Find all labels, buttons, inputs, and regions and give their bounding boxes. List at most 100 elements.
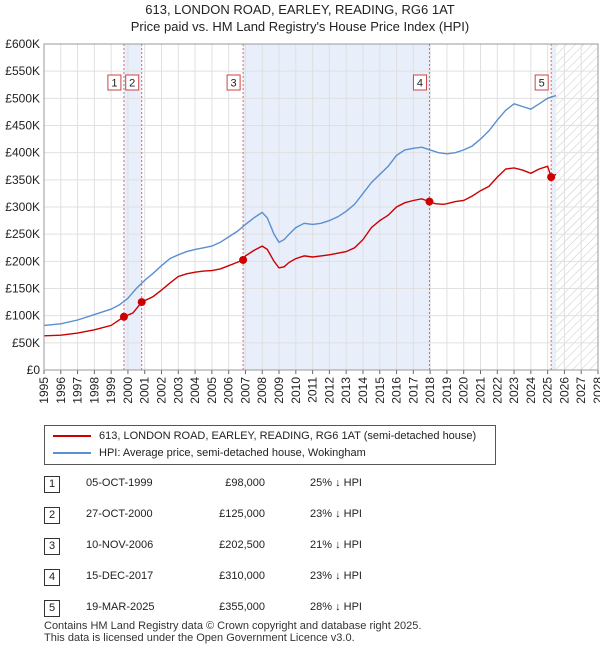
y-tick-label: £50K xyxy=(12,336,40,350)
sale-marker-label: 2 xyxy=(129,78,135,90)
sale-date: 10-NOV-2006 xyxy=(86,539,154,551)
x-tick-label: 2019 xyxy=(440,377,454,404)
x-tick-label: 2017 xyxy=(406,377,420,404)
legend-label-property: 613, LONDON ROAD, EARLEY, READING, RG6 1… xyxy=(99,430,477,442)
sale-hpi-diff: 23% ↓ HPI xyxy=(310,508,362,520)
sale-marker-box xyxy=(534,74,549,91)
sale-marker-box xyxy=(107,74,122,91)
x-tick-label: 2022 xyxy=(490,377,504,404)
sale-hpi-diff: 23% ↓ HPI xyxy=(310,570,362,582)
sale-row: 5 19-MAR-2025 £355,000 28% ↓ HPI xyxy=(0,594,600,622)
x-tick-label: 2005 xyxy=(205,377,219,404)
x-tick-label: 2006 xyxy=(222,377,236,404)
sale-number-badge: 4 xyxy=(44,569,60,586)
legend: 613, LONDON ROAD, EARLEY, READING, RG6 1… xyxy=(44,425,496,465)
x-tick-label: 2010 xyxy=(289,377,303,404)
x-tick-label: 2008 xyxy=(255,377,269,404)
sale-row: 2 27-OCT-2000 £125,000 23% ↓ HPI xyxy=(0,501,600,529)
y-tick-label: £550K xyxy=(5,64,40,78)
chart-title: 613, LONDON ROAD, EARLEY, READING, RG6 1… xyxy=(145,2,455,17)
sale-row: 4 15-DEC-2017 £310,000 23% ↓ HPI xyxy=(0,563,600,591)
x-tick-label: 2002 xyxy=(155,377,169,404)
x-tick-label: 2027 xyxy=(574,377,588,404)
sale-row: 1 05-OCT-1999 £98,000 25% ↓ HPI xyxy=(0,470,600,498)
x-tick-label: 1997 xyxy=(71,377,85,404)
x-tick-label: 2020 xyxy=(457,377,471,404)
sale-date: 27-OCT-2000 xyxy=(86,508,153,520)
series-line-hpi xyxy=(43,94,557,327)
sale-hpi-diff: 28% ↓ HPI xyxy=(310,601,362,613)
sale-marker-label: 3 xyxy=(231,78,237,90)
sale-number-badge: 1 xyxy=(44,476,60,493)
x-tick-label: 2018 xyxy=(423,377,437,404)
sale-point xyxy=(547,173,556,182)
x-tick-label: 1999 xyxy=(104,377,118,404)
sale-marker-label: 5 xyxy=(539,78,545,90)
y-tick-label: £100K xyxy=(5,309,40,323)
axes: £0 £50K £100K £150K £200K £250K £300K £350K £400… xyxy=(5,37,600,404)
y-tick-label: £400K xyxy=(5,146,40,160)
legend-label-hpi: HPI: Average price, semi-detached house,… xyxy=(99,447,366,459)
x-tick-label: 2000 xyxy=(121,377,135,404)
x-tick-label: 2024 xyxy=(524,377,538,404)
x-tick-label: 2028 xyxy=(591,377,600,404)
y-tick-label: £600K xyxy=(5,37,40,51)
sale-point xyxy=(239,255,248,264)
x-tick-label: 2007 xyxy=(238,377,252,404)
x-tick-label: 1998 xyxy=(87,377,101,404)
x-tick-label: 2021 xyxy=(473,377,487,404)
sale-number-badge: 3 xyxy=(44,538,60,555)
sale-marker-box xyxy=(125,74,140,91)
x-tick-label: 2011 xyxy=(306,377,320,403)
x-tick-label: 2014 xyxy=(356,377,370,404)
x-tick-label: 2015 xyxy=(373,377,387,404)
sale-date: 19-MAR-2025 xyxy=(86,601,155,613)
sale-marker-box xyxy=(226,74,241,91)
series-line-property xyxy=(43,165,557,337)
sale-price: £355,000 xyxy=(219,601,265,613)
y-tick-label: £450K xyxy=(5,119,40,133)
y-tick-label: £250K xyxy=(5,227,40,241)
sale-point xyxy=(425,197,434,206)
y-tick-label: £300K xyxy=(5,200,40,214)
sale-number-badge: 5 xyxy=(44,600,60,617)
sale-point xyxy=(119,312,128,321)
sale-point xyxy=(137,298,146,307)
sale-number-badge: 2 xyxy=(44,507,60,524)
y-tick-label: £0 xyxy=(27,363,41,377)
footer-attribution: Contains HM Land Registry data © Crown c… xyxy=(44,620,421,644)
footer-line-2: This data is licensed under the Open Gov… xyxy=(44,632,355,644)
footer-line-1: Contains HM Land Registry data © Crown c… xyxy=(44,620,422,632)
x-tick-label: 2003 xyxy=(171,377,185,404)
y-tick-label: £500K xyxy=(5,91,40,105)
y-tick-label: £150K xyxy=(5,282,40,296)
x-tick-label: 1995 xyxy=(37,377,51,404)
sale-marker-label: 1 xyxy=(111,78,117,90)
x-tick-label: 2001 xyxy=(138,377,152,404)
x-tick-label: 2009 xyxy=(272,377,286,404)
sale-marker-box xyxy=(412,74,427,91)
legend-item-hpi: HPI: Average price, semi-detached house,… xyxy=(53,445,366,461)
y-tick-label: £200K xyxy=(5,254,40,268)
sale-price: £202,500 xyxy=(219,539,265,551)
x-tick-label: 2026 xyxy=(557,377,571,404)
legend-swatch-property xyxy=(53,435,91,438)
plot-frame xyxy=(43,43,599,371)
sale-hpi-diff: 21% ↓ HPI xyxy=(310,539,362,551)
x-tick-label: 2025 xyxy=(541,377,555,404)
sale-price: £310,000 xyxy=(219,570,265,582)
sale-date: 05-OCT-1999 xyxy=(86,477,153,489)
legend-swatch-hpi xyxy=(53,452,91,455)
x-tick-label: 2016 xyxy=(390,377,404,404)
sale-price: £125,000 xyxy=(219,508,265,520)
sale-row: 3 10-NOV-2006 £202,500 21% ↓ HPI xyxy=(0,532,600,560)
x-tick-label: 2004 xyxy=(188,377,202,404)
series-lines xyxy=(43,94,557,337)
x-tick-label: 2023 xyxy=(507,377,521,404)
sale-date: 15-DEC-2017 xyxy=(86,570,154,582)
legend-item-property: 613, LONDON ROAD, EARLEY, READING, RG6 1… xyxy=(53,428,476,444)
sale-marker-label: 4 xyxy=(417,78,423,90)
x-tick-label: 2012 xyxy=(322,377,336,404)
